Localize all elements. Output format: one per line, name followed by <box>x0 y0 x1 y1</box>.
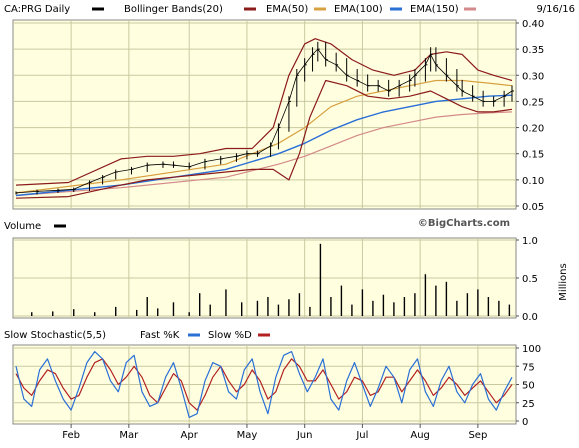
chart-date: 9/16/16 <box>536 4 575 15</box>
symbol-label: CA:PRG Daily <box>4 4 70 15</box>
volume-y-axis: 1.0 0.5 0.0 <box>516 236 538 323</box>
x-tick-label: Jun <box>296 430 313 441</box>
x-tick-label: Aug <box>410 430 430 441</box>
stochastic-series <box>15 351 513 418</box>
volume-grid <box>13 238 516 318</box>
y-tick-label: 0.10 <box>522 176 544 187</box>
watermark: ©BigCharts.com <box>418 218 510 229</box>
ema150-line <box>15 111 513 197</box>
x-tick-label: Sep <box>468 430 487 441</box>
x-tick-label: Apr <box>181 430 199 441</box>
x-tick-label: Jul <box>355 430 368 441</box>
bollinger-upper-line <box>15 38 513 186</box>
y-tick-label: 0.20 <box>522 124 544 135</box>
price-grid <box>13 20 516 209</box>
bollinger-lower-line <box>15 79 513 199</box>
y-tick-label: 100 <box>522 344 541 355</box>
legend-ema150-label: EMA(150) <box>410 4 459 15</box>
y-tick-label: 0.40 <box>522 19 544 30</box>
price-close-line <box>15 48 513 194</box>
y-tick-label: 0.5 <box>522 274 538 285</box>
slow-d-line <box>15 358 513 411</box>
y-tick-label: 0.25 <box>522 97 544 108</box>
x-tick-label: May <box>237 430 258 441</box>
legend-ema100-label: EMA(100) <box>334 4 383 15</box>
chart-header: CA:PRG Daily Bollinger Bands(20) EMA(50)… <box>4 4 575 15</box>
y-tick-label: 0.0 <box>522 312 538 323</box>
y-tick-label: 0.05 <box>522 202 544 213</box>
legend-fast-k-label: Fast %K <box>140 330 180 341</box>
legend-bollinger-label: Bollinger Bands(20) <box>124 4 223 15</box>
legend-ema50-label: EMA(50) <box>266 4 308 15</box>
stochastic-grid <box>13 345 516 424</box>
y-tick-label: 0.35 <box>522 45 544 56</box>
x-tick-label: Mar <box>119 430 139 441</box>
y-tick-label: 75 <box>522 362 535 373</box>
price-series <box>15 38 514 199</box>
y-tick-label: 0.15 <box>522 150 544 161</box>
time-x-axis: Feb Mar Apr May Jun Jul Aug Sep <box>62 424 487 441</box>
volume-title: Volume <box>4 221 41 232</box>
y-tick-label: 25 <box>522 399 535 410</box>
fast-k-line <box>15 351 513 418</box>
volume-bars <box>31 243 511 316</box>
y-tick-label: 50 <box>522 381 535 392</box>
legend-slow-d-label: Slow %D <box>208 330 252 341</box>
y-tick-label: 0.30 <box>522 71 544 82</box>
volume-unit-label: Millions <box>558 263 569 300</box>
price-y-axis: 0.40 0.35 0.30 0.25 0.20 0.15 0.10 0.05 <box>516 19 544 213</box>
stochastic-y-axis: 100 75 50 25 0 <box>516 344 541 428</box>
stochastic-title: Slow Stochastic(5,5) <box>4 330 106 341</box>
ema100-line <box>15 94 513 197</box>
y-tick-label: 0 <box>522 417 528 428</box>
y-tick-label: 1.0 <box>522 236 538 247</box>
price-panel <box>12 19 517 210</box>
x-tick-label: Feb <box>62 430 80 441</box>
